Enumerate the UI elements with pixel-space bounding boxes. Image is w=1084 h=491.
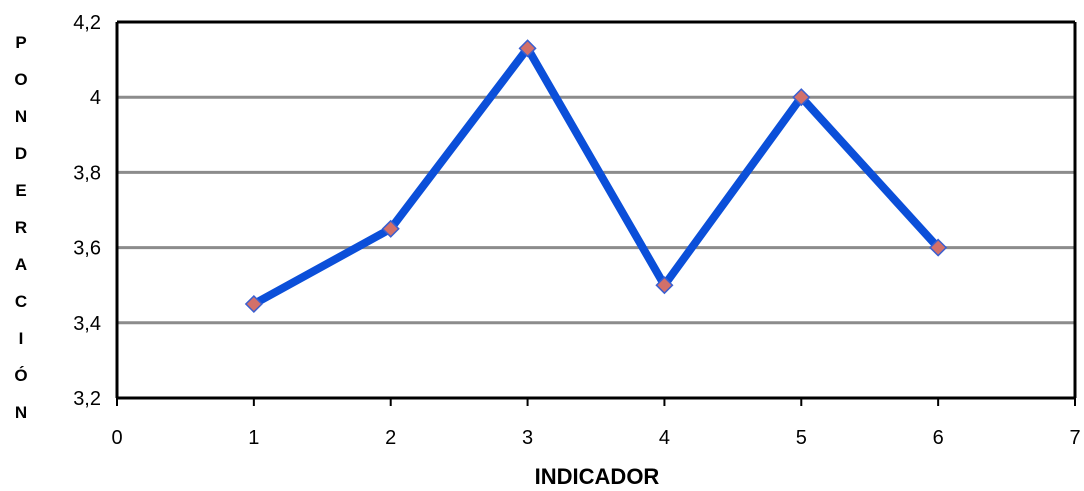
y-axis-title-letter: C — [15, 292, 27, 311]
series-line — [249, 44, 943, 308]
x-tick-label: 3 — [522, 427, 533, 449]
data-point-marker — [244, 294, 263, 314]
x-tick-label: 1 — [248, 427, 259, 449]
y-tick-label: 4,2 — [73, 12, 101, 34]
data-point-marker — [929, 238, 948, 257]
y-tick-label: 3,8 — [73, 162, 101, 184]
y-axis-title-letter: P — [15, 33, 26, 52]
x-tick-label: 0 — [111, 427, 122, 449]
axes — [115, 20, 1077, 406]
x-axis-title: INDICADOR — [535, 464, 660, 489]
y-tick-label: 3,4 — [73, 313, 101, 335]
y-axis-title-letter: I — [19, 329, 24, 348]
x-tick-label: 4 — [659, 427, 670, 449]
x-tick-label: 2 — [385, 427, 396, 449]
x-tick-label: 7 — [1069, 427, 1080, 449]
data-point-marker — [518, 39, 537, 58]
y-axis-title-letter: R — [15, 218, 27, 237]
y-axis-title-letter: E — [15, 181, 26, 200]
data-point-marker — [655, 276, 674, 295]
data-point-marker — [792, 88, 811, 107]
y-axis-title-letter: N — [15, 107, 27, 126]
x-tick-label: 5 — [796, 427, 807, 449]
tick-labels: 3,2 3,4 3,6 3,8 4 4,2 0 1 2 3 4 5 6 7 — [73, 12, 1080, 449]
y-tick-label: 3,2 — [73, 388, 101, 410]
data-point-marker — [381, 219, 400, 238]
y-axis-title-letter: D — [15, 144, 27, 163]
y-axis-title-letter: O — [14, 70, 27, 89]
y-axis-title-letter: A — [15, 255, 27, 274]
y-tick-label: 3,6 — [73, 238, 101, 260]
y-axis-title-letter: N — [15, 403, 27, 422]
y-axis-title-letter: Ó — [14, 366, 27, 385]
y-tick-label: 4 — [90, 87, 101, 109]
plot-area — [244, 39, 948, 314]
x-tick-label: 6 — [933, 427, 944, 449]
